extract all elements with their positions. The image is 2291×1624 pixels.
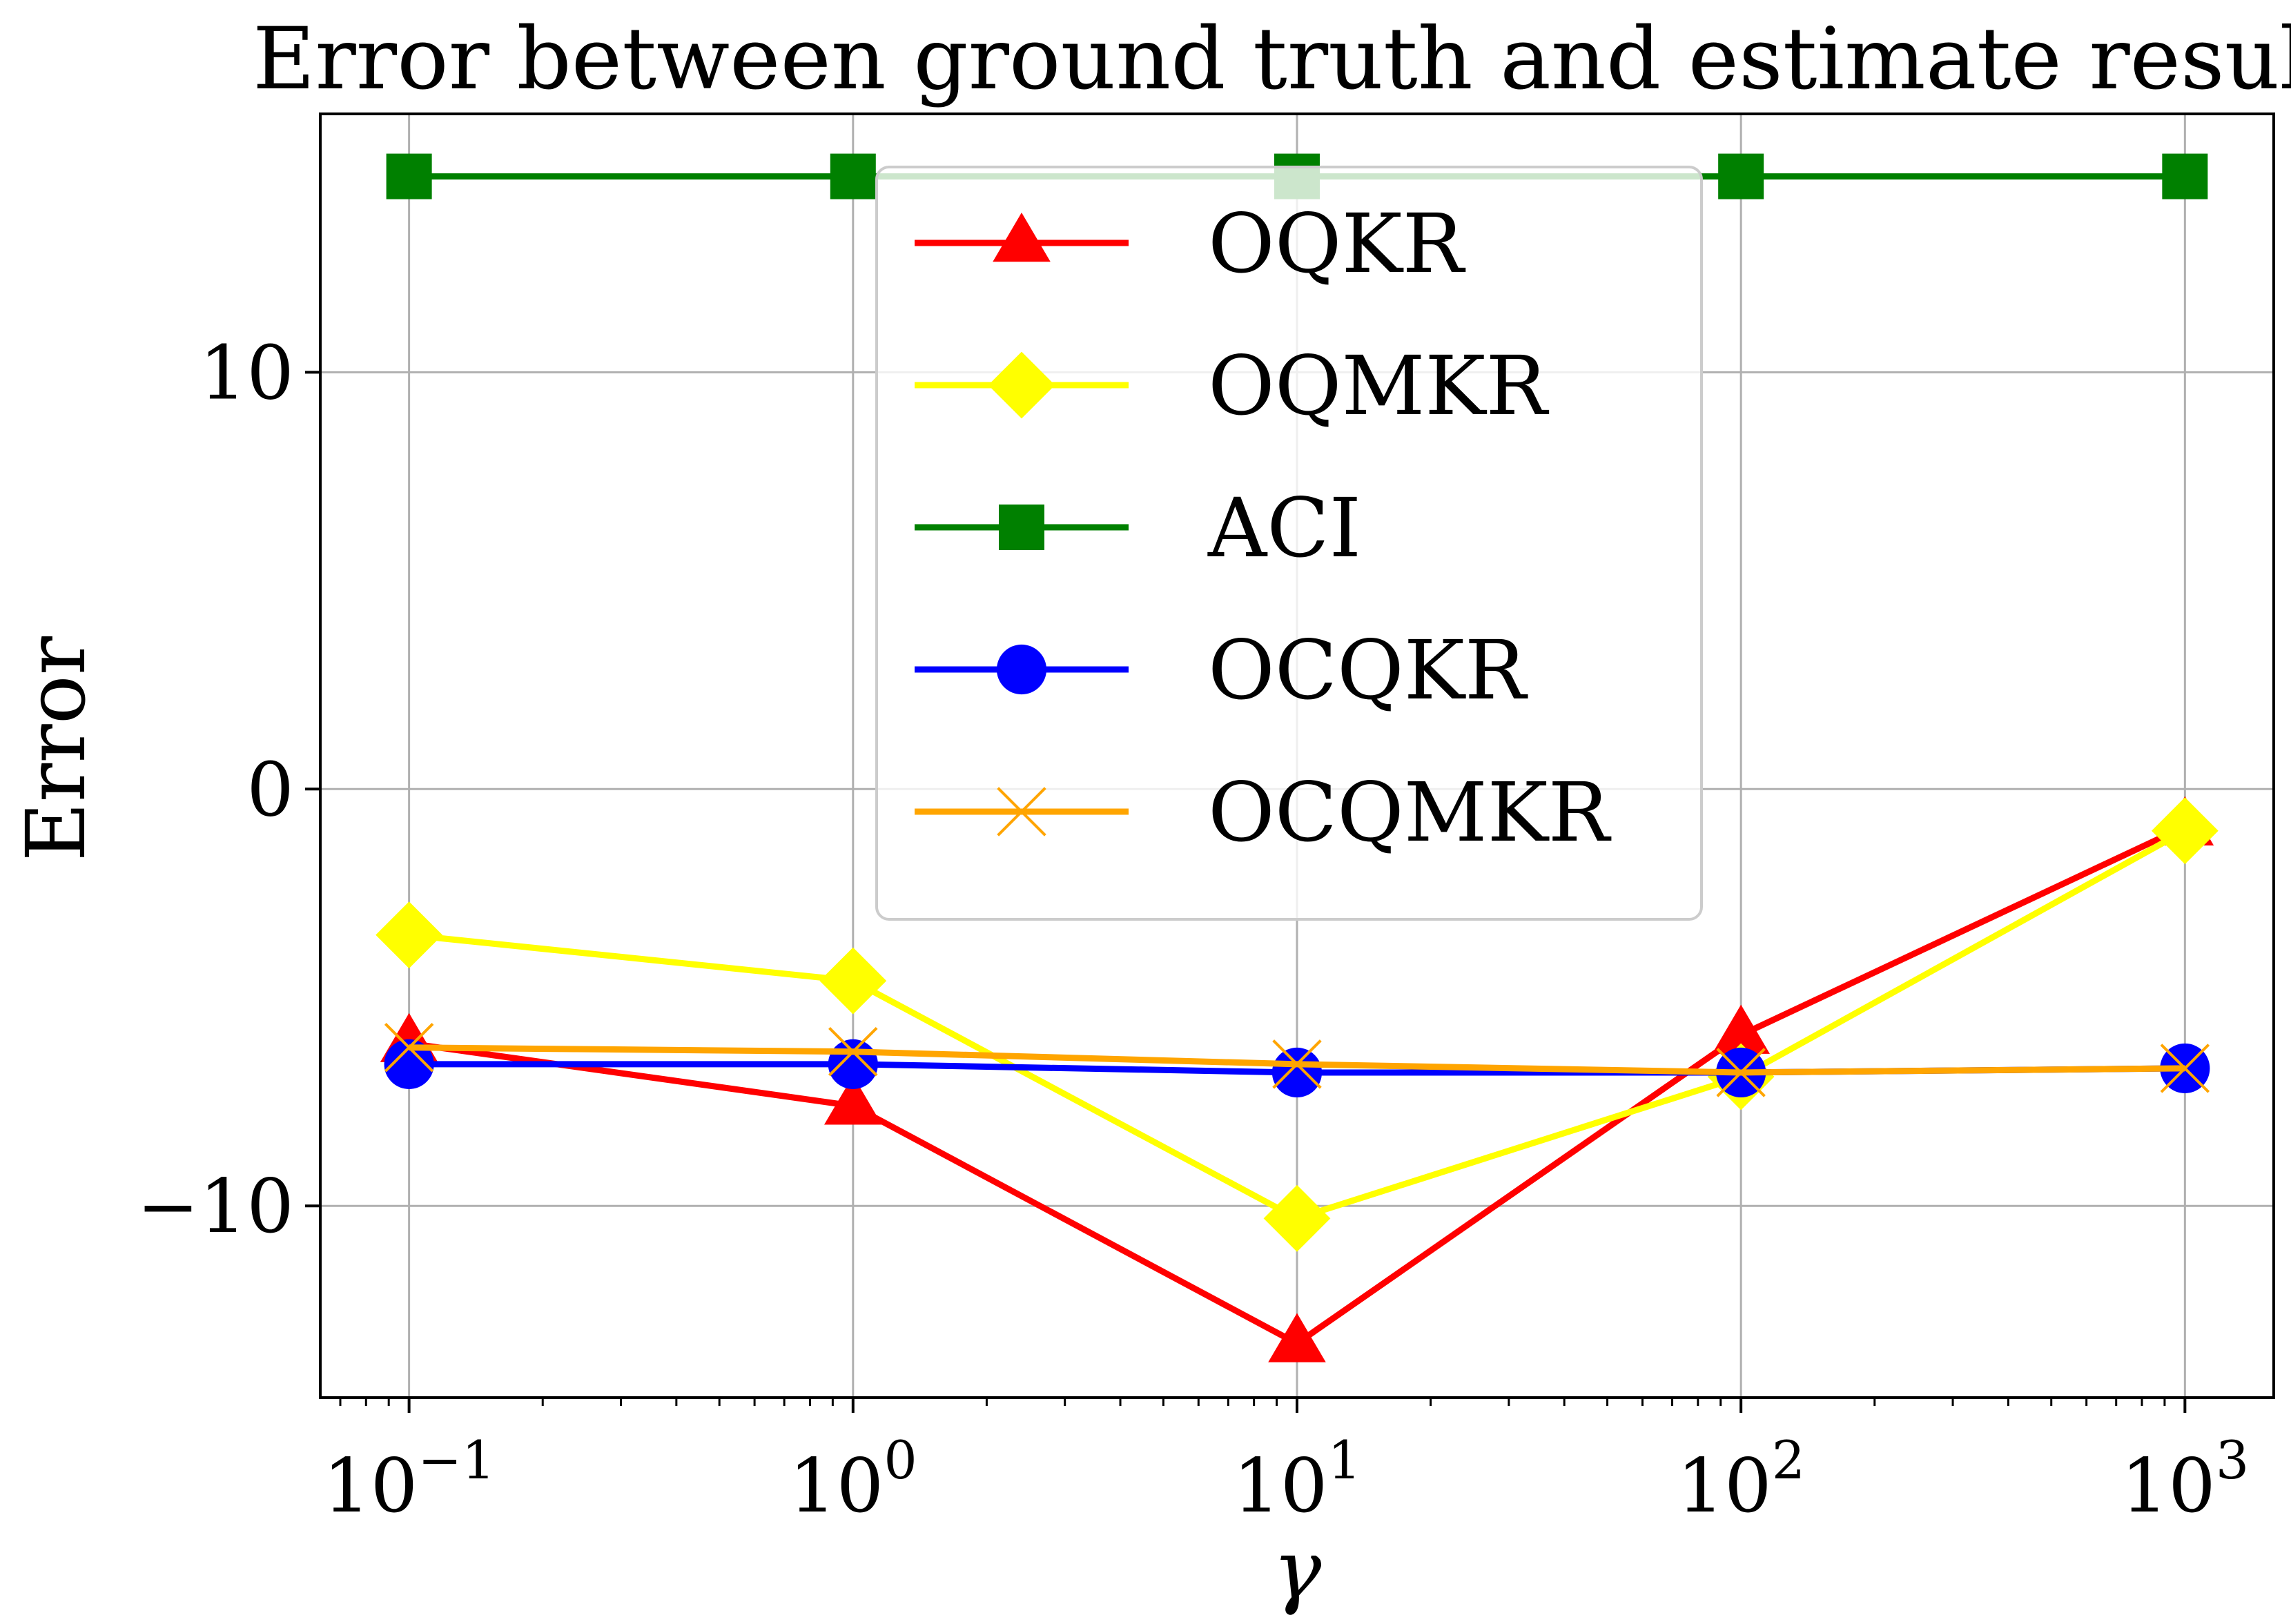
chart-title: Error between ground truth and estimate … xyxy=(253,10,2291,109)
square-marker xyxy=(830,153,876,199)
legend-entry: OQMKR xyxy=(915,338,1549,433)
triangle-marker xyxy=(993,213,1051,262)
x-tick-label: 102 xyxy=(1677,1429,1805,1529)
y-tick-label: 10 xyxy=(199,330,294,416)
circle-marker xyxy=(996,644,1047,695)
x-marker-stroke xyxy=(1716,1048,1766,1097)
x-tick-label: 101 xyxy=(1233,1429,1361,1529)
x-tick-label: 103 xyxy=(2121,1429,2249,1529)
legend-entry: ACI xyxy=(915,480,1361,576)
legend-entry: OCQKR xyxy=(915,623,1528,718)
x-marker-stroke xyxy=(384,1022,434,1073)
legend-entry: OCQMKR xyxy=(915,765,1612,860)
diamond-marker xyxy=(819,947,887,1015)
series-ocqmkr xyxy=(384,1022,2210,1097)
x-tick-label: 10−1 xyxy=(323,1429,495,1529)
legend-label: OQMKR xyxy=(1208,338,1549,433)
legend-label: ACI xyxy=(1207,480,1361,576)
plot-frame xyxy=(319,112,2275,1399)
x-marker-stroke xyxy=(2160,1044,2210,1093)
triangle-marker xyxy=(1712,1004,1770,1054)
square-marker xyxy=(1718,153,1764,199)
legend-box xyxy=(875,166,1703,921)
diamond-marker xyxy=(2151,797,2219,865)
x-marker-stroke xyxy=(997,787,1046,837)
legend: OQKR OQMKR ACI OCQKR OCQMKR xyxy=(875,166,1703,921)
x-marker-stroke xyxy=(828,1027,878,1077)
legend-label: OCQKR xyxy=(1208,623,1528,718)
square-marker xyxy=(2162,153,2208,199)
legend-entry: OQKR xyxy=(915,196,1466,291)
x-marker-stroke xyxy=(1272,1039,1322,1089)
circle-marker xyxy=(828,1039,878,1089)
axis-ticks: 10−1 100 101 102 103 −10 0 10 xyxy=(137,330,2249,1529)
diamond-marker xyxy=(988,351,1055,419)
x-tick-label: 100 xyxy=(789,1429,917,1529)
square-marker xyxy=(999,505,1044,550)
square-marker xyxy=(386,153,432,199)
triangle-marker xyxy=(1268,1313,1326,1362)
y-tick-label: −10 xyxy=(137,1164,294,1250)
diamond-marker xyxy=(376,901,443,969)
y-axis-label: Error xyxy=(8,636,104,861)
legend-label: OCQMKR xyxy=(1208,765,1612,860)
y-tick-label: 0 xyxy=(246,747,294,833)
x-axis-label: γ xyxy=(1273,1522,1322,1617)
triangle-marker xyxy=(823,1075,882,1125)
diamond-marker xyxy=(1263,1184,1331,1252)
circle-marker xyxy=(384,1039,434,1089)
circle-marker xyxy=(1271,1047,1323,1098)
legend-label: OQKR xyxy=(1208,196,1466,291)
